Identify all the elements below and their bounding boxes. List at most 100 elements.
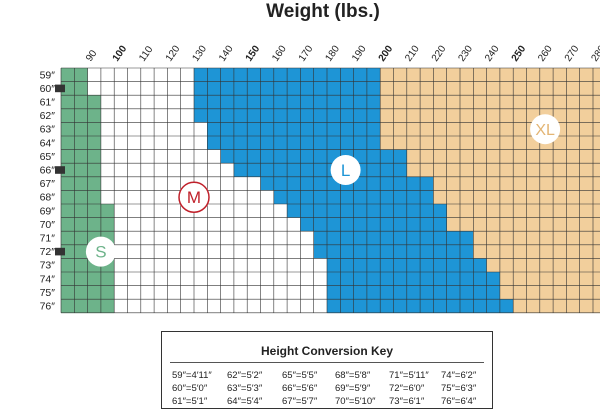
y-tick-label: 69″ — [40, 205, 56, 217]
region-xl-row-7 — [406, 149, 600, 164]
x-tick-label: 190 — [350, 43, 369, 63]
key-entry: 60″=5′0″ — [172, 383, 208, 394]
key-column: 65″=5′5″ 66″=5′6″ 67″=5′7″ — [282, 369, 317, 408]
region-xl-row-11 — [446, 204, 600, 218]
region-l-row-16 — [327, 272, 500, 286]
key-column: 59″=4′11″ 60″=5′0″ 61″=5′1″ — [172, 369, 212, 408]
x-tick-label: 180 — [323, 43, 342, 63]
y-tick-label: 62″ — [40, 110, 56, 122]
key-entry: 70″=5′10″ — [335, 396, 376, 407]
region-s-row-7 — [61, 149, 101, 164]
key-entry: 71″=5′11″ — [389, 370, 429, 381]
region-xl-row-6 — [380, 136, 600, 150]
region-s-row-9 — [61, 176, 101, 191]
key-entry: 64″=5′4″ — [227, 396, 263, 407]
chart-title: Weight (lbs.) — [266, 1, 380, 22]
key-entry: 59″=4′11″ — [172, 370, 212, 381]
key-entry: 61″=5′1″ — [172, 396, 208, 407]
region-xl-row-4 — [380, 108, 600, 123]
key-entry: 68″=5′8″ — [335, 370, 371, 381]
size-labels: S M L XL — [85, 114, 561, 267]
size-m-badge — [178, 181, 210, 213]
region-m-row-14 — [114, 244, 314, 259]
key-entry: 75″=6′3″ — [441, 383, 477, 394]
region-xl-row-15 — [486, 258, 600, 273]
region-xl-row-17 — [499, 285, 600, 300]
x-tick-label: 230 — [456, 43, 475, 63]
y-tick-label: 63″ — [40, 124, 56, 136]
key-entry: 72″=6′0″ — [389, 383, 425, 394]
key-title: Height Conversion Key — [260, 344, 394, 358]
x-tick-label: 200 — [377, 43, 396, 63]
region-s-row-6 — [61, 136, 101, 150]
y-tick-label: 68″ — [40, 192, 56, 204]
size-m-label: M — [187, 188, 201, 207]
region-s-row-5 — [61, 122, 101, 137]
y-tick-label: 59″ — [40, 69, 56, 81]
height-marker — [55, 247, 65, 256]
key-entry: 74″=6′2″ — [441, 370, 477, 381]
y-tick-label: 74″ — [40, 273, 56, 285]
region-xl-row-1 — [380, 68, 600, 82]
region-m-row-13 — [114, 231, 314, 246]
x-axis-ticks: 90 100 110 120 130 140 150 160 170 180 190 200 210 22… — [84, 43, 600, 63]
region-xl-row-5 — [380, 122, 600, 137]
height-marker — [55, 84, 65, 93]
y-tick-label: 70″ — [40, 219, 56, 231]
y-tick-label: 61″ — [40, 97, 56, 109]
x-tick-label: 260 — [536, 43, 555, 63]
key-divider — [170, 362, 484, 363]
region-l-row-17 — [327, 285, 500, 300]
key-entry: 69″=5′9″ — [335, 383, 371, 394]
x-tick-label: 240 — [483, 43, 502, 63]
key-entry: 63″=5′3″ — [227, 383, 263, 394]
region-xl-row-9 — [433, 176, 600, 191]
key-entry: 76″=6′4″ — [441, 396, 477, 407]
size-s-label: S — [95, 243, 106, 262]
region-xl-row-2 — [380, 81, 600, 96]
x-tick-label: 210 — [403, 43, 422, 63]
size-chart: Weight (lbs.) 90 100 110 120 130 140 150 160 170… — [40, 1, 600, 314]
x-tick-label: 220 — [430, 43, 449, 63]
x-tick-label: 90 — [84, 48, 100, 64]
region-xl-row-3 — [380, 95, 600, 110]
region-s-row-4 — [61, 108, 101, 123]
x-tick-label: 250 — [510, 43, 529, 63]
y-tick-label: 75″ — [40, 287, 56, 299]
region-m-row-3 — [100, 95, 194, 110]
key-column: 62″=5′2″ 63″=5′3″ 64″=5′4″ — [227, 369, 262, 408]
region-l-row-6 — [207, 136, 381, 150]
x-tick-label: 130 — [190, 43, 209, 63]
region-m-row-4 — [100, 108, 194, 123]
y-tick-label: 71″ — [40, 233, 56, 245]
key-entry: 67″=5′7″ — [282, 396, 318, 407]
height-conversion-key: Height Conversion Key 59″=4′11″ 60″=5′0″ 6… — [161, 331, 493, 409]
y-tick-label: 64″ — [40, 137, 56, 149]
region-xl-row-13 — [473, 231, 600, 246]
region-s-row-3 — [61, 95, 101, 110]
region-xl-row-14 — [473, 244, 600, 259]
region-l-row-5 — [207, 122, 381, 137]
region-xl-row-16 — [499, 272, 600, 286]
key-column: 74″=6′2″ 75″=6′3″ 76″=6′4″ — [441, 369, 476, 408]
region-l-row-12 — [300, 217, 447, 232]
x-tick-label: 100 — [111, 43, 130, 63]
key-entry: 66″=5′6″ — [282, 383, 318, 394]
x-tick-label: 160 — [270, 43, 289, 63]
region-l-row-8 — [233, 163, 407, 178]
height-marker — [55, 166, 65, 174]
size-xl-label: XL — [535, 122, 555, 139]
y-tick-label: 60″ — [40, 83, 56, 95]
region-xl-row-10 — [433, 190, 600, 205]
y-tick-label: 76″ — [40, 301, 56, 313]
grid-lines — [60, 67, 600, 314]
size-l-badge — [330, 155, 361, 185]
region-xl-row-12 — [446, 217, 600, 232]
x-tick-label: 120 — [164, 43, 183, 63]
y-tick-label: 65″ — [40, 151, 56, 163]
size-s-badge — [85, 236, 116, 267]
x-tick-label: 280 — [589, 43, 600, 63]
region-m-row-7 — [100, 149, 221, 164]
x-tick-label: 170 — [297, 43, 316, 63]
y-tick-label: 73″ — [40, 260, 56, 272]
